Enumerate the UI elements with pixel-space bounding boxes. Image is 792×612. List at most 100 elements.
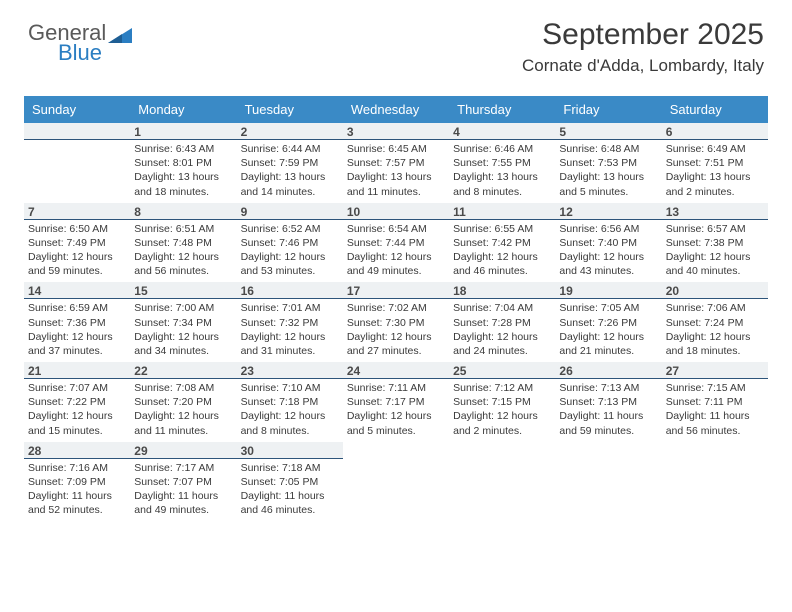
calendar-cell: 22Sunrise: 7:08 AMSunset: 7:20 PMDayligh… [130,362,236,442]
calendar-cell: 13Sunrise: 6:57 AMSunset: 7:38 PMDayligh… [662,203,768,283]
day-number: 6 [662,123,768,140]
daylight-line: Daylight: 12 hours and 18 minutes. [666,330,764,358]
calendar-cell: 25Sunrise: 7:12 AMSunset: 7:15 PMDayligh… [449,362,555,442]
sunset-line: Sunset: 7:36 PM [28,316,126,330]
sunset-line: Sunset: 7:46 PM [241,236,339,250]
day-number: 19 [555,282,661,299]
sunset-line: Sunset: 7:49 PM [28,236,126,250]
daylight-line: Daylight: 12 hours and 46 minutes. [453,250,551,278]
calendar-cell: 2Sunrise: 6:44 AMSunset: 7:59 PMDaylight… [237,123,343,203]
calendar-cell [449,442,555,522]
sunrise-line: Sunrise: 7:06 AM [666,301,764,315]
month-title: September 2025 [522,18,764,52]
sunrise-line: Sunrise: 7:01 AM [241,301,339,315]
sunset-line: Sunset: 7:24 PM [666,316,764,330]
day-number: 15 [130,282,236,299]
day-number: 2 [237,123,343,140]
location-subtitle: Cornate d'Adda, Lombardy, Italy [522,56,764,76]
day-number: 30 [237,442,343,459]
calendar-cell: 27Sunrise: 7:15 AMSunset: 7:11 PMDayligh… [662,362,768,442]
calendar-cell: 26Sunrise: 7:13 AMSunset: 7:13 PMDayligh… [555,362,661,442]
sunset-line: Sunset: 7:18 PM [241,395,339,409]
sunrise-line: Sunrise: 6:44 AM [241,142,339,156]
calendar-cell: 20Sunrise: 7:06 AMSunset: 7:24 PMDayligh… [662,282,768,362]
sunrise-line: Sunrise: 7:17 AM [134,461,232,475]
sunset-line: Sunset: 7:15 PM [453,395,551,409]
calendar-cell [24,123,130,203]
calendar-cell: 5Sunrise: 6:48 AMSunset: 7:53 PMDaylight… [555,123,661,203]
calendar: SundayMondayTuesdayWednesdayThursdayFrid… [24,96,768,521]
daylight-line: Daylight: 11 hours and 56 minutes. [666,409,764,437]
sunset-line: Sunset: 7:48 PM [134,236,232,250]
daynum-blank [24,123,130,140]
sunrise-line: Sunrise: 7:15 AM [666,381,764,395]
day-number: 3 [343,123,449,140]
sunset-line: Sunset: 7:38 PM [666,236,764,250]
calendar-cell [555,442,661,522]
calendar-cell: 11Sunrise: 6:55 AMSunset: 7:42 PMDayligh… [449,203,555,283]
calendar-weeks: 1Sunrise: 6:43 AMSunset: 8:01 PMDaylight… [24,123,768,521]
sunset-line: Sunset: 7:51 PM [666,156,764,170]
daylight-line: Daylight: 12 hours and 8 minutes. [241,409,339,437]
sunrise-line: Sunrise: 6:54 AM [347,222,445,236]
calendar-cell: 9Sunrise: 6:52 AMSunset: 7:46 PMDaylight… [237,203,343,283]
calendar-cell: 28Sunrise: 7:16 AMSunset: 7:09 PMDayligh… [24,442,130,522]
day-number: 10 [343,203,449,220]
sunset-line: Sunset: 7:57 PM [347,156,445,170]
calendar-cell: 17Sunrise: 7:02 AMSunset: 7:30 PMDayligh… [343,282,449,362]
day-number: 5 [555,123,661,140]
calendar-week: 28Sunrise: 7:16 AMSunset: 7:09 PMDayligh… [24,442,768,522]
day-number: 23 [237,362,343,379]
calendar-cell: 29Sunrise: 7:17 AMSunset: 7:07 PMDayligh… [130,442,236,522]
sunrise-line: Sunrise: 6:48 AM [559,142,657,156]
daylight-line: Daylight: 12 hours and 2 minutes. [453,409,551,437]
calendar-cell: 14Sunrise: 6:59 AMSunset: 7:36 PMDayligh… [24,282,130,362]
calendar-cell: 15Sunrise: 7:00 AMSunset: 7:34 PMDayligh… [130,282,236,362]
day-number: 26 [555,362,661,379]
daylight-line: Daylight: 12 hours and 24 minutes. [453,330,551,358]
day-number: 14 [24,282,130,299]
day-number: 17 [343,282,449,299]
sunset-line: Sunset: 7:20 PM [134,395,232,409]
daylight-line: Daylight: 12 hours and 15 minutes. [28,409,126,437]
daylight-line: Daylight: 12 hours and 56 minutes. [134,250,232,278]
sunrise-line: Sunrise: 7:02 AM [347,301,445,315]
calendar-cell: 18Sunrise: 7:04 AMSunset: 7:28 PMDayligh… [449,282,555,362]
calendar-cell: 19Sunrise: 7:05 AMSunset: 7:26 PMDayligh… [555,282,661,362]
sunset-line: Sunset: 7:32 PM [241,316,339,330]
day-number: 24 [343,362,449,379]
sunset-line: Sunset: 7:05 PM [241,475,339,489]
logo: General Blue [28,22,132,64]
day-number: 27 [662,362,768,379]
day-header: Tuesday [237,96,343,123]
sunset-line: Sunset: 7:07 PM [134,475,232,489]
calendar-week: 21Sunrise: 7:07 AMSunset: 7:22 PMDayligh… [24,362,768,442]
daylight-line: Daylight: 12 hours and 37 minutes. [28,330,126,358]
sunrise-line: Sunrise: 7:11 AM [347,381,445,395]
day-headers-row: SundayMondayTuesdayWednesdayThursdayFrid… [24,96,768,123]
daylight-line: Daylight: 13 hours and 8 minutes. [453,170,551,198]
daylight-line: Daylight: 11 hours and 52 minutes. [28,489,126,517]
sunrise-line: Sunrise: 7:04 AM [453,301,551,315]
sunset-line: Sunset: 7:40 PM [559,236,657,250]
day-header: Friday [555,96,661,123]
sunrise-line: Sunrise: 6:45 AM [347,142,445,156]
calendar-week: 7Sunrise: 6:50 AMSunset: 7:49 PMDaylight… [24,203,768,283]
day-header: Saturday [662,96,768,123]
sunrise-line: Sunrise: 6:56 AM [559,222,657,236]
sunrise-line: Sunrise: 7:07 AM [28,381,126,395]
daylight-line: Daylight: 11 hours and 49 minutes. [134,489,232,517]
sunset-line: Sunset: 7:55 PM [453,156,551,170]
day-header: Thursday [449,96,555,123]
calendar-cell: 7Sunrise: 6:50 AMSunset: 7:49 PMDaylight… [24,203,130,283]
calendar-cell: 16Sunrise: 7:01 AMSunset: 7:32 PMDayligh… [237,282,343,362]
sunrise-line: Sunrise: 6:55 AM [453,222,551,236]
day-header: Monday [130,96,236,123]
calendar-cell: 23Sunrise: 7:10 AMSunset: 7:18 PMDayligh… [237,362,343,442]
sunrise-line: Sunrise: 7:18 AM [241,461,339,475]
calendar-cell: 30Sunrise: 7:18 AMSunset: 7:05 PMDayligh… [237,442,343,522]
calendar-cell: 3Sunrise: 6:45 AMSunset: 7:57 PMDaylight… [343,123,449,203]
daylight-line: Daylight: 13 hours and 5 minutes. [559,170,657,198]
day-number: 7 [24,203,130,220]
daylight-line: Daylight: 12 hours and 49 minutes. [347,250,445,278]
